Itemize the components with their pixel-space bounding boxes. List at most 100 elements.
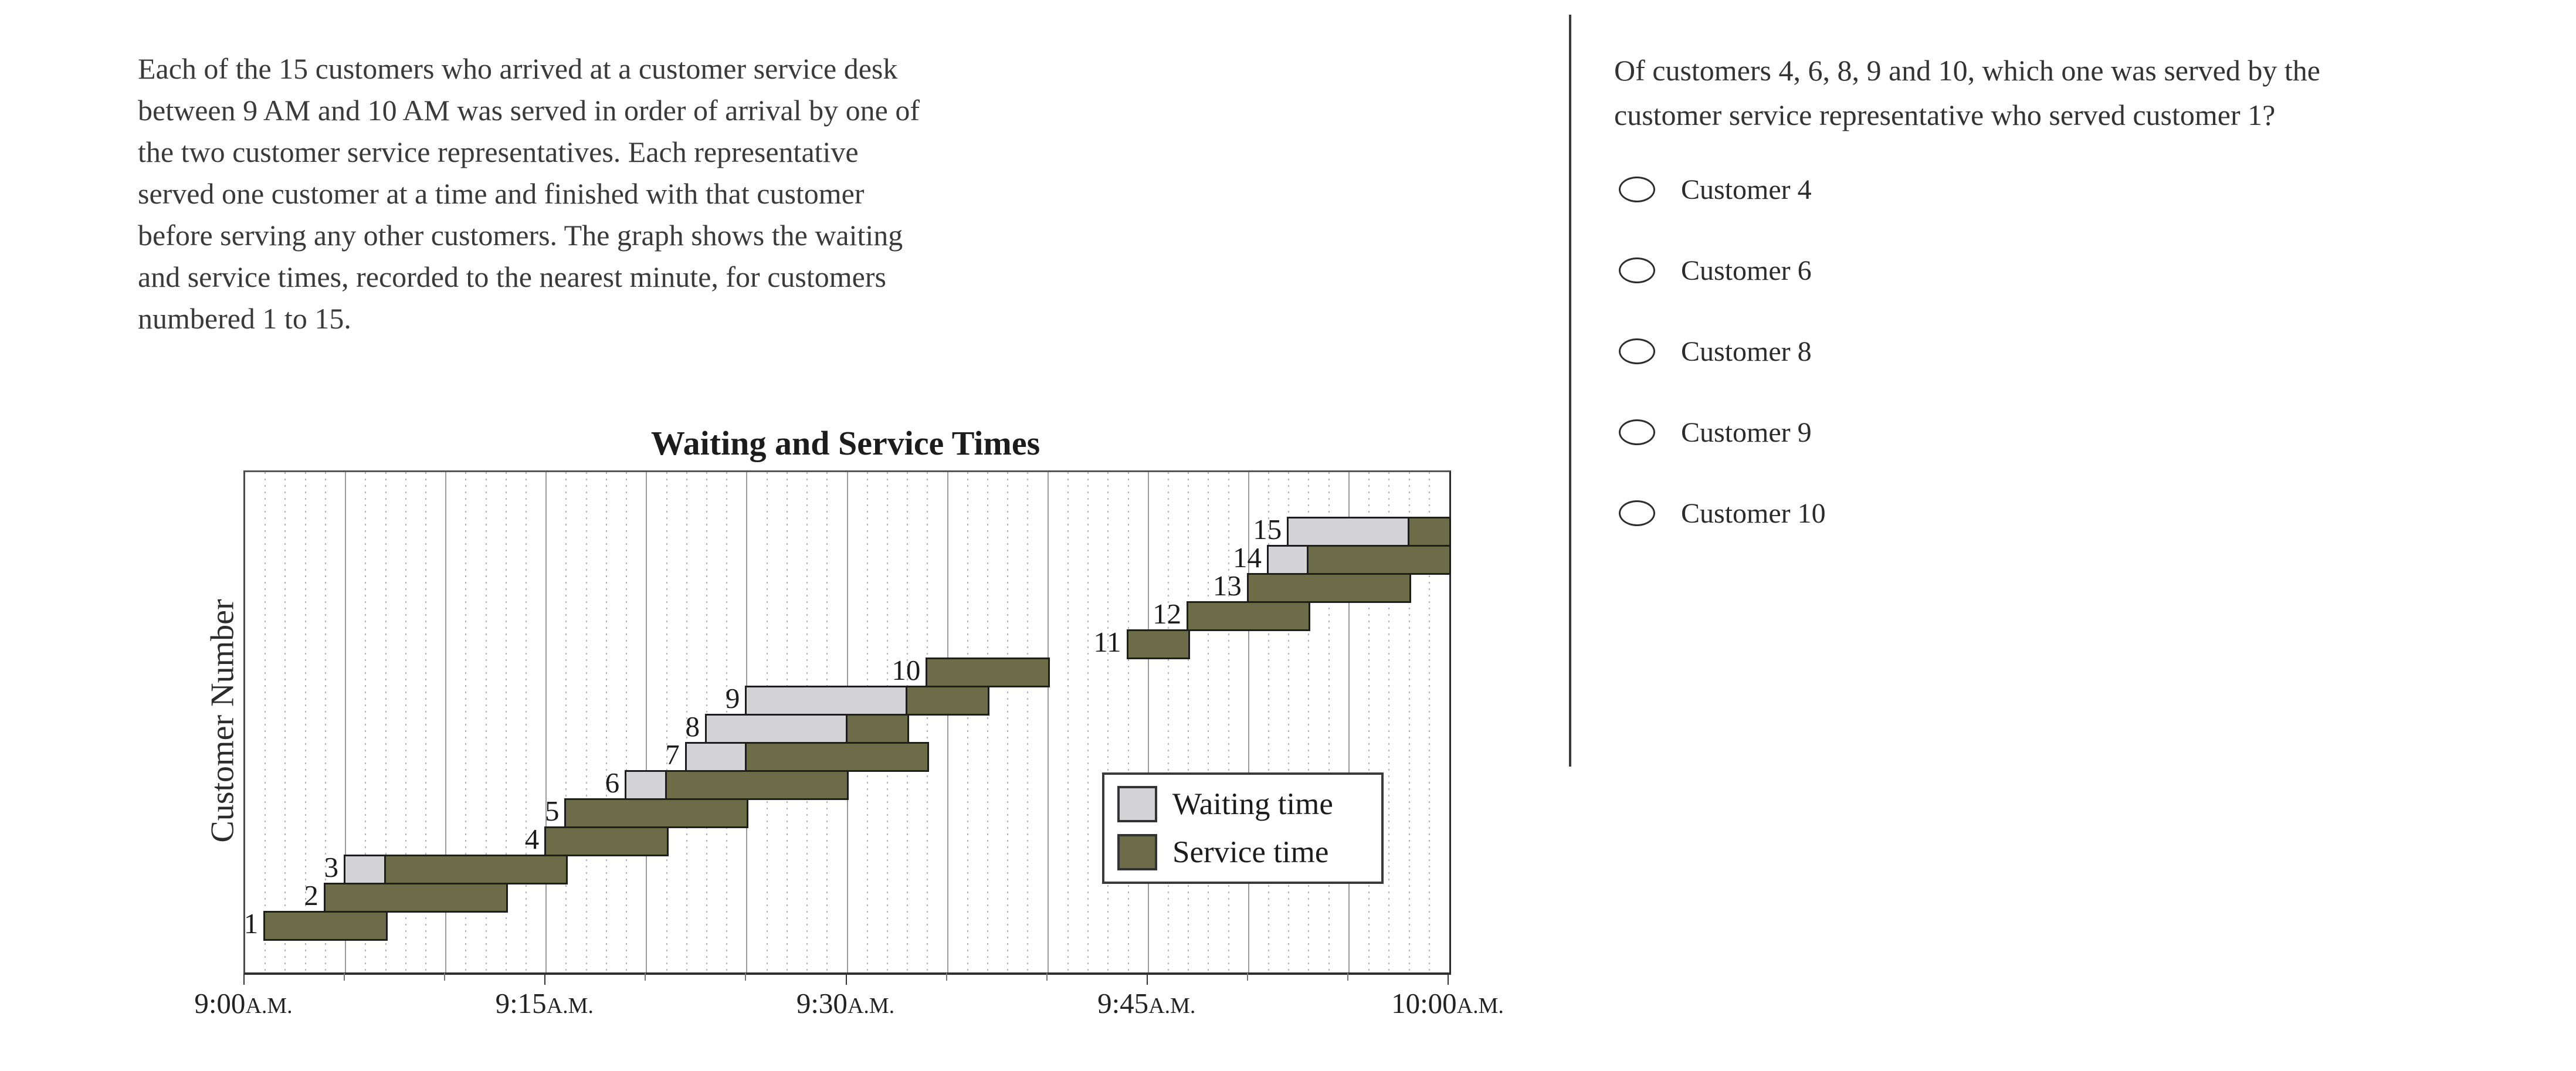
radio-button-icon[interactable] [1619, 257, 1655, 283]
gridline-5min [545, 472, 547, 972]
gridline-1min-dotted [1087, 472, 1089, 972]
option-label: Customer 10 [1681, 497, 1826, 529]
gridline-1min-dotted [425, 472, 426, 972]
passage-text: Each of the 15 customers who arrived at … [138, 48, 1018, 340]
customer-number-label-11: 11 [1093, 626, 1121, 658]
gridline-1min-dotted [304, 472, 306, 972]
radio-button-icon[interactable] [1619, 338, 1655, 364]
customer-number-label-2: 2 [304, 879, 318, 911]
service-bar-customer-15 [1407, 517, 1451, 547]
gridline-5min [1348, 472, 1350, 972]
gridline-1min-dotted [1388, 472, 1390, 972]
gridline-1min-dotted [1127, 472, 1129, 972]
gridline-1min-dotted [1408, 472, 1410, 972]
service-bar-customer-14 [1307, 545, 1451, 575]
customer-number-label-7: 7 [665, 738, 680, 771]
gridline-1min-dotted [1107, 472, 1109, 972]
waiting-bar-customer-9 [745, 686, 910, 716]
option-customer-9[interactable]: Customer 9 [1619, 412, 1812, 452]
service-bar-customer-1 [263, 911, 388, 941]
gridline-5min [1147, 472, 1149, 972]
gridline-1min-dotted [1268, 472, 1270, 972]
waiting-service-chart-plot: Waiting time Service time 1 2 3 4 5 6 7 8 9 10 11 1… [243, 470, 1451, 975]
gridline-1min-dotted [505, 472, 507, 972]
x-tick-label: 10:00A.M. [1354, 987, 1541, 1020]
option-customer-4[interactable]: Customer 4 [1619, 170, 1812, 209]
question-line: Of customers 4, 6, 8, 9 and 10, which on… [1614, 54, 2320, 87]
x-axis-tick [1347, 973, 1348, 981]
gridline-1min-dotted [585, 472, 587, 972]
waiting-swatch-icon [1117, 786, 1157, 823]
waiting-bar-customer-8 [704, 714, 849, 744]
x-axis-tick [645, 973, 646, 981]
legend-waiting-label: Waiting time [1172, 787, 1333, 822]
gridline-1min-dotted [1308, 472, 1310, 972]
customer-number-label-14: 14 [1233, 541, 1262, 574]
gridline-5min [947, 472, 948, 972]
gridline-1min-dotted [1208, 472, 1209, 972]
waiting-bar-customer-7 [684, 742, 749, 772]
chart-legend: Waiting time Service time [1102, 772, 1384, 884]
gridline-5min [646, 472, 648, 972]
gridline-1min-dotted [987, 472, 989, 972]
x-axis-tick [243, 973, 245, 985]
x-axis-tick [344, 973, 345, 981]
option-customer-10[interactable]: Customer 10 [1619, 493, 1826, 533]
service-bar-customer-11 [1126, 629, 1191, 659]
tick-meridiem: A.M. [1456, 994, 1504, 1018]
gridline-1min-dotted [605, 472, 607, 972]
radio-button-icon[interactable] [1619, 500, 1655, 526]
gridline-1min-dotted [967, 472, 968, 972]
x-axis-tick [1448, 973, 1449, 985]
tick-time: 10:00 [1391, 987, 1457, 1019]
x-tick-label: 9:30A.M. [752, 987, 940, 1020]
customer-number-label-12: 12 [1153, 598, 1182, 630]
option-label: Customer 4 [1681, 174, 1812, 205]
legend-service-label: Service time [1172, 835, 1329, 869]
x-tick-label: 9:45A.M. [1053, 987, 1240, 1020]
gridline-1min-dotted [526, 472, 527, 972]
service-bar-customer-10 [926, 657, 1050, 687]
passage-line: the two customer service representatives… [138, 135, 859, 168]
gridline-1min-dotted [1067, 472, 1069, 972]
x-axis-tick [945, 973, 947, 981]
gridline-5min [1248, 472, 1249, 972]
gridline-1min-dotted [927, 472, 928, 972]
option-label: Customer 8 [1681, 335, 1812, 367]
gridline-1min-dotted [666, 472, 667, 972]
tick-time: 9:00 [194, 987, 246, 1019]
passage-line: Each of the 15 customers who arrived at … [138, 52, 898, 85]
x-tick-label: 9:00A.M. [150, 987, 337, 1020]
gridline-1min-dotted [1027, 472, 1029, 972]
customer-number-label-15: 15 [1253, 513, 1282, 545]
customer-number-label-4: 4 [524, 823, 540, 855]
tick-meridiem: A.M. [546, 994, 594, 1018]
customer-number-label-1: 1 [243, 907, 259, 940]
gridline-1min-dotted [365, 472, 367, 972]
service-bar-customer-8 [845, 714, 910, 744]
gridline-1min-dotted [1368, 472, 1370, 972]
gridline-1min-dotted [686, 472, 687, 972]
option-label: Customer 9 [1681, 416, 1812, 448]
option-label: Customer 6 [1681, 255, 1812, 286]
option-customer-8[interactable]: Customer 8 [1619, 331, 1812, 371]
tick-time: 9:45 [1097, 987, 1149, 1019]
x-axis-tick [845, 973, 847, 985]
x-axis-tick [745, 973, 747, 981]
gridline-5min [345, 472, 347, 972]
tick-time: 9:15 [495, 987, 547, 1019]
customer-number-label-6: 6 [605, 767, 620, 799]
service-bar-customer-6 [665, 770, 849, 800]
service-bar-customer-5 [564, 798, 749, 828]
chart-title: Waiting and Service Times [650, 424, 1040, 462]
service-bar-customer-2 [323, 883, 508, 913]
x-axis-tick [444, 973, 446, 981]
waiting-bar-customer-14 [1267, 545, 1311, 575]
option-customer-6[interactable]: Customer 6 [1619, 250, 1812, 290]
service-bar-customer-12 [1187, 601, 1311, 631]
radio-button-icon[interactable] [1619, 419, 1655, 445]
service-bar-customer-4 [544, 826, 669, 856]
radio-button-icon[interactable] [1619, 177, 1655, 202]
question-text: Of customers 4, 6, 8, 9 and 10, which on… [1614, 48, 2494, 137]
